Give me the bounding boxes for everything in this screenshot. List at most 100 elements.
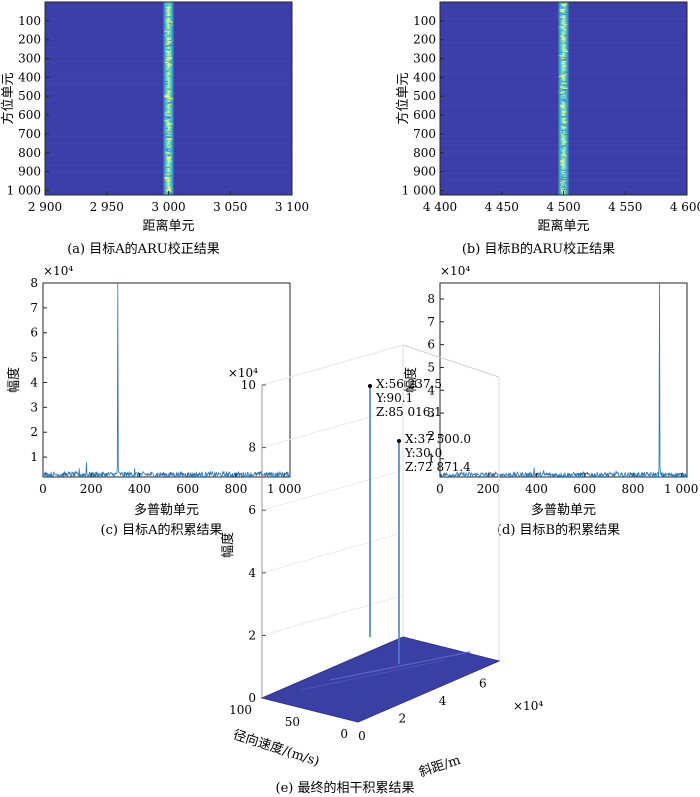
stripe-speckle [168,22,172,24]
stripe-speckle [167,140,172,142]
stripe-speckle [165,136,170,138]
stripe-speckle [561,98,566,100]
y-tick-label: 3 [427,406,435,420]
stripe-speckle [169,87,171,89]
stripe-speckle [166,123,173,125]
wall-gridline [261,344,404,386]
y-tick-label: 800 [18,146,41,160]
stripe-speckle [563,71,568,73]
stripe-speckle [168,34,171,36]
stripe-speckle [166,113,170,115]
stripe-speckle [169,25,172,27]
stripe-speckle [167,154,170,156]
stripe-speckle [165,83,169,85]
stripe-speckle [560,132,564,134]
y-tick-label: 400 [413,70,436,84]
stripe-speckle [561,147,565,149]
stripe-speckle [164,120,169,122]
surface-floor [260,636,501,723]
stripe-speckle [562,50,569,53]
stripe-speckle [562,141,567,143]
stripe-speckle [167,61,173,63]
y-axis-label: 幅度 [6,367,22,393]
x-tick-label: 4 600 [670,200,700,214]
stripe-speckle [168,160,173,162]
y-tick-label: 4 [30,375,38,389]
y-tick-label: 5 [30,351,38,365]
stripe-speckle [166,150,168,152]
stripe-speckle [560,164,565,166]
stripe-speckle [562,89,567,91]
stripe-speckle [561,179,567,181]
y-tick-label: 900 [18,165,41,179]
y-tick-label: 100 [413,14,436,28]
stripe-speckle [168,65,171,67]
wall-gridline [261,469,404,511]
stripe-speckle [563,155,567,157]
z-tick-label: 4 [248,566,256,580]
z-tick-label: 2 [248,628,256,642]
x-tick-label: 600 [176,482,199,496]
y-tick-label: 6 [427,338,435,352]
stripe-speckle [561,162,564,164]
stripe-speckle [167,108,169,111]
stripe-speckle [168,44,172,46]
stripe-speckle [164,103,171,105]
stripe-speckle [562,58,568,60]
stripe-speckle [558,75,565,77]
series-line [439,282,688,479]
y-tick-label: 1 000 [402,183,436,197]
y-tick-label: 100 [18,14,41,28]
x-tick-label: 600 [573,482,596,496]
stripe-speckle [164,98,169,100]
y-tick-label: 1 [427,452,435,466]
stripe-speckle [166,175,171,177]
stripe-speckle [561,24,565,26]
stripe-speckle [561,129,567,131]
stripe-speckle [562,108,564,110]
x-tick-label: 200 [477,482,500,496]
x-tick-label: 2 [398,712,406,726]
stripe-speckle [167,38,172,40]
stripe-speckle [561,116,568,118]
stripe-speckle [563,180,565,182]
stripe-speckle [564,83,567,85]
stripe-speckle [560,107,564,109]
y-tick-label: 0 [340,727,348,741]
y-exponent-label: ×10⁴ [43,264,73,278]
stripe-speckle [561,61,567,63]
stripe-speckle [562,73,565,75]
stripe-speckle [164,177,169,179]
lineplot-c: 1 2 3 4 5 6 7 8 0 200 400 600 800 1 000 ×10⁴ 多普勒单元 幅度 (c)… [6,264,301,538]
stripe-speckle [167,18,170,21]
stripe-speckle [163,95,170,97]
x-tick-label: 6 [479,677,487,691]
x-tick-label: 4 500 [546,200,580,214]
x-tick-label: 800 [622,482,645,496]
stripe-speckle [167,88,171,90]
stripe-speckle [164,176,169,179]
y-tick-label: 2 [30,425,38,439]
stripe-speckle [164,61,171,63]
y-tick-label: 900 [413,165,436,179]
stripe-speckle [561,23,563,25]
stripe-speckle [561,2,566,4]
x-tick-label: 0 [358,729,366,743]
caption: (d) 目标B的积累结果 [497,522,620,538]
stripe-speckle [167,158,171,160]
stripe-speckle [165,173,170,175]
plot-frame [42,282,291,478]
stripe-speckle [562,131,565,133]
stripe-speckle [164,112,170,114]
y-tick-label: 200 [413,33,436,47]
stripe-speckle [168,63,170,65]
stripe-speckle [165,149,169,151]
stripe-speckle [564,119,566,121]
stripe-speckle [562,172,565,174]
stripe-speckle [165,127,169,129]
stripe-speckle [561,6,563,8]
stripe-speckle [165,131,171,133]
stripe-speckle [167,73,171,75]
y-exponent-label: ×10⁴ [440,264,470,278]
